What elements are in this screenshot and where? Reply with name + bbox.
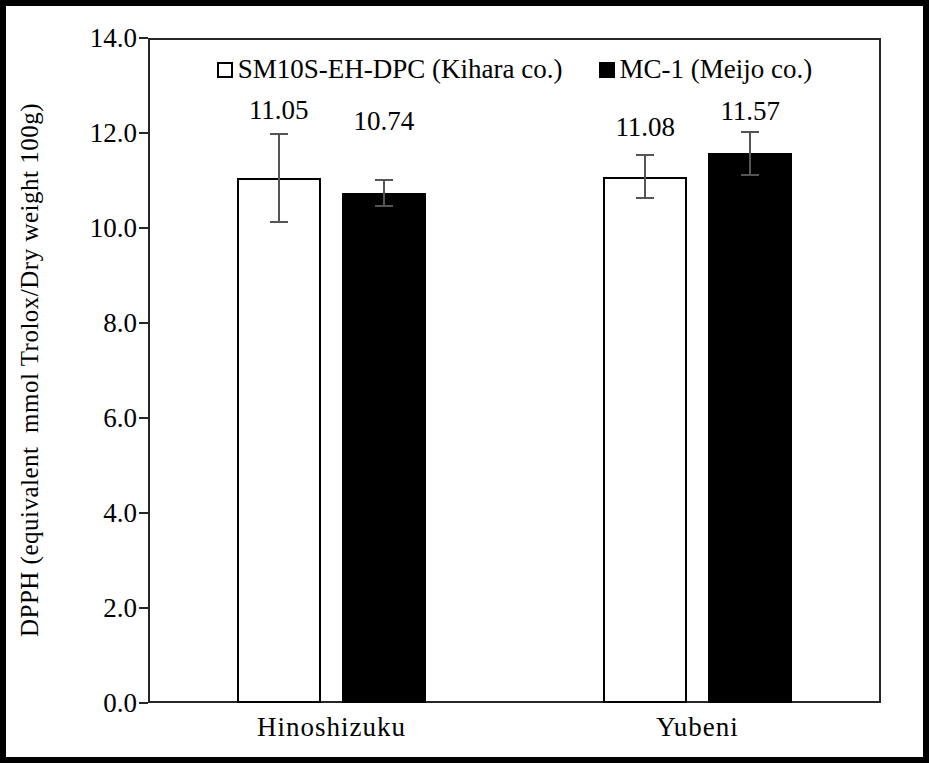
error-bar-cap-bottom [270, 221, 288, 223]
filled-square-icon [599, 62, 615, 78]
error-bar-line [278, 134, 280, 222]
bar-yubeni-s1 [603, 177, 687, 703]
data-label: 10.74 [353, 104, 414, 138]
y-tick-mark [139, 512, 148, 514]
data-label: 11.08 [615, 110, 675, 144]
bar-yubeni-s2 [708, 153, 792, 703]
y-tick-mark [139, 702, 148, 704]
y-tick-label: 6.0 [36, 402, 137, 434]
y-tick-mark [139, 322, 148, 324]
y-tick-mark [139, 37, 148, 39]
error-bar-cap-top [270, 133, 288, 135]
y-tick-label: 0.0 [36, 687, 137, 719]
y-tick-mark [139, 607, 148, 609]
y-tick-mark [139, 417, 148, 419]
error-bar-line [644, 155, 646, 198]
y-tick-label: 12.0 [36, 117, 137, 149]
y-tick-mark [139, 227, 148, 229]
open-square-icon [217, 62, 233, 78]
category-label-hinoshizuku: Hinoshizuku [148, 712, 515, 743]
error-bar-line [383, 180, 385, 207]
error-bar-cap-bottom [636, 197, 654, 199]
y-tick-label: 8.0 [36, 307, 137, 339]
y-tick-label: 10.0 [36, 212, 137, 244]
bar-hinoshizuku-s2 [342, 193, 426, 703]
legend-label-mc1: MC-1 (Meijo co.) [620, 54, 813, 85]
bar-hinoshizuku-s1 [237, 178, 321, 703]
category-label-yubeni: Yubeni [514, 712, 881, 743]
chart-frame: DPPH (equivalent mmol Trolox/Dry weight … [0, 0, 929, 763]
y-tick-label: 4.0 [36, 497, 137, 529]
legend: SM10S-EH-DPC (Kihara co.) MC-1 (Meijo co… [148, 54, 881, 85]
error-bar-cap-bottom [741, 174, 759, 176]
legend-label-sm10s: SM10S-EH-DPC (Kihara co.) [238, 54, 563, 85]
legend-entry-sm10s: SM10S-EH-DPC (Kihara co.) [217, 54, 563, 85]
error-bar-cap-top [636, 154, 654, 156]
error-bar-line [749, 132, 751, 175]
y-tick-label: 14.0 [36, 22, 137, 54]
y-tick-label: 2.0 [36, 592, 137, 624]
error-bar-cap-top [375, 179, 393, 181]
legend-entry-mc1: MC-1 (Meijo co.) [599, 54, 813, 85]
y-axis-title: DPPH (equivalent mmol Trolox/Dry weight … [16, 103, 44, 637]
data-label: 11.05 [249, 93, 309, 127]
data-label: 11.57 [720, 94, 780, 128]
y-tick-mark [139, 132, 148, 134]
error-bar-cap-bottom [375, 205, 393, 207]
error-bar-cap-top [741, 131, 759, 133]
